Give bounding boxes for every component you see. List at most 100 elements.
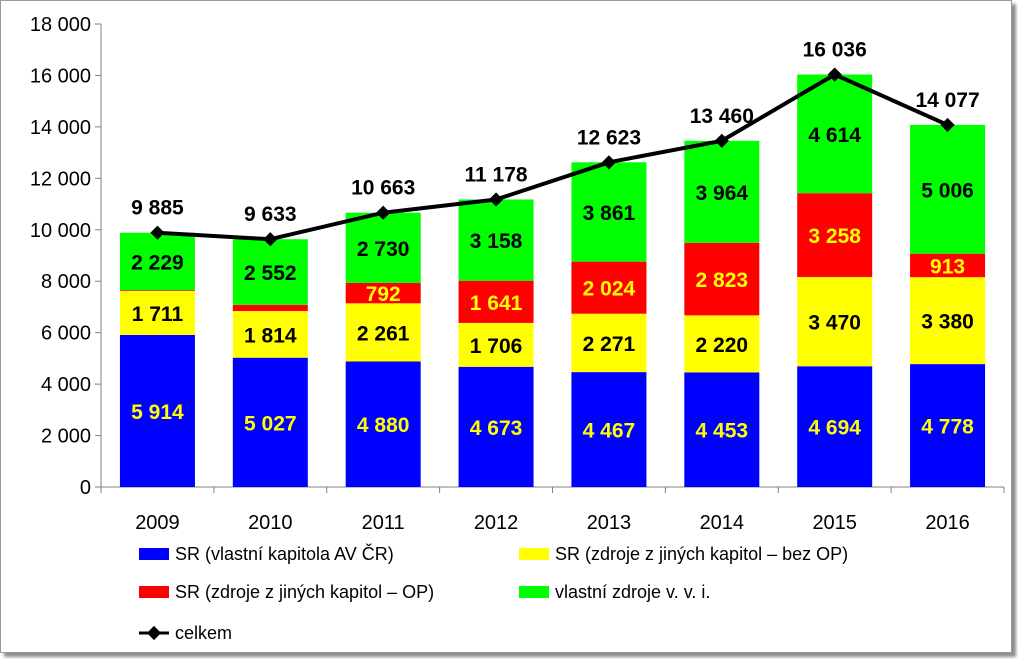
y-tick-label: 4 000 <box>41 374 91 396</box>
bar-segment <box>232 304 308 312</box>
x-tick-label: 2010 <box>248 512 293 534</box>
total-point-marker <box>714 133 729 148</box>
y-tick-label: 6 000 <box>41 323 91 345</box>
legend-swatch <box>139 548 169 560</box>
bar-value-label: 4 880 <box>357 414 410 437</box>
bar-segment <box>910 124 986 254</box>
bar-value-label: 2 271 <box>583 333 636 356</box>
bar-value-label: 5 006 <box>921 179 974 202</box>
bar-segment <box>119 290 195 291</box>
bar-value-label: 792 <box>366 283 401 306</box>
x-tick-label: 2014 <box>700 512 745 534</box>
y-tick-label: 8 000 <box>41 271 91 293</box>
bar-segment <box>797 193 873 278</box>
legend-label: celkem <box>175 623 232 643</box>
bar-segment <box>910 253 986 278</box>
bar-segment <box>458 322 534 367</box>
y-tick-label: 0 <box>80 477 91 499</box>
legend-label: SR (vlastní kapitola AV ČR) <box>175 543 394 564</box>
bar-value-label: 5 027 <box>244 412 297 435</box>
bar-segment <box>797 277 873 367</box>
x-tick-label: 2016 <box>925 512 970 534</box>
bar-segment <box>458 199 534 281</box>
total-point-marker <box>150 225 165 240</box>
bar-value-label: 3 380 <box>921 311 974 334</box>
bar-value-label: 3 158 <box>470 230 523 253</box>
legend-label: SR (zdroje z jiných kapitol – bez OP) <box>555 544 848 564</box>
total-point-marker <box>601 155 617 170</box>
bar-segment <box>910 364 986 487</box>
bar-value-label: 1 711 <box>132 303 184 326</box>
bars <box>119 74 986 487</box>
y-tick-label: 14 000 <box>30 117 91 139</box>
legend-label: SR (zdroje z jiných kapitol – OP) <box>175 582 434 602</box>
total-value-label: 13 460 <box>690 105 754 128</box>
bar-segment <box>345 212 421 283</box>
y-tick-label: 2 000 <box>41 426 91 448</box>
y-tick-label: 10 000 <box>30 220 91 242</box>
bar-segment <box>797 74 873 194</box>
bar-value-label: 1 706 <box>470 335 523 358</box>
bar-segment <box>345 282 421 304</box>
total-point-marker <box>488 192 504 207</box>
bar-value-label: 3 861 <box>583 202 636 225</box>
total-value-label: 11 178 <box>465 163 528 186</box>
total-value-label: 9 633 <box>244 203 297 226</box>
x-tick-label: 2011 <box>362 512 405 534</box>
bar-segment <box>571 372 647 487</box>
bar-value-label: 913 <box>930 255 965 278</box>
bar-segment <box>232 311 308 358</box>
bar-segment <box>119 334 195 487</box>
y-tick-label: 18 000 <box>30 14 91 36</box>
bar-value-label: 4 453 <box>696 420 749 443</box>
bar-value-label: 2 552 <box>244 262 297 285</box>
total-point-marker <box>940 117 955 132</box>
legend: SR (vlastní kapitola AV ČR) SR (zdroje z … <box>139 543 848 643</box>
bar-value-label: 4 467 <box>583 420 636 443</box>
bar-segment <box>458 280 534 323</box>
bar-value-label: 1 814 <box>244 324 297 347</box>
bar-segment <box>571 261 647 314</box>
bar-value-label: 3 470 <box>808 312 861 335</box>
bar-segment <box>232 357 308 487</box>
total-point-marker <box>376 205 391 220</box>
bar-value-label: 2 823 <box>696 269 749 292</box>
total-value-label: 10 663 <box>351 177 415 200</box>
x-tick-label: 2013 <box>587 512 632 534</box>
x-tick-label: 2012 <box>474 512 519 534</box>
y-tick-label: 16 000 <box>30 65 91 87</box>
bar-segment <box>119 232 195 291</box>
total-value-label: 12 623 <box>577 126 641 149</box>
legend-swatch <box>139 586 169 598</box>
bar-value-label: 2 229 <box>131 251 184 274</box>
total-series-line <box>157 72 949 242</box>
bar-segment <box>119 290 195 335</box>
total-point-marker <box>827 67 842 82</box>
total-point-marker <box>263 232 278 247</box>
bar-segment <box>910 277 986 365</box>
bar-value-label: 4 673 <box>470 417 523 440</box>
bar-value-label: 2 261 <box>357 322 410 345</box>
bar-segment <box>571 162 647 262</box>
bar-value-label: 2 220 <box>696 334 749 357</box>
legend-swatch <box>519 548 549 560</box>
bar-segment <box>797 366 873 487</box>
bar-segment <box>571 313 647 373</box>
bar-value-label: 4 778 <box>921 416 974 439</box>
bar-segment <box>458 366 534 487</box>
bar-segment <box>232 239 308 305</box>
bar-segment <box>684 372 760 487</box>
bar-value-label: 4 614 <box>808 124 861 147</box>
bar-value-label: 3 258 <box>808 225 861 248</box>
bar-value-label: 1 641 <box>470 292 523 315</box>
axes: 0 2 000 4 000 6 000 8 000 10 000 12 000 14 000 1… <box>30 14 1005 534</box>
bar-segment <box>345 361 421 487</box>
legend-line-marker <box>146 625 162 641</box>
bar-segment <box>684 242 760 316</box>
legend-swatch <box>519 586 549 598</box>
bar-value-label: 2 024 <box>583 278 636 301</box>
bar-value-label: 3 964 <box>696 182 749 205</box>
legend-label: vlastní zdroje v. v. i. <box>555 582 710 602</box>
